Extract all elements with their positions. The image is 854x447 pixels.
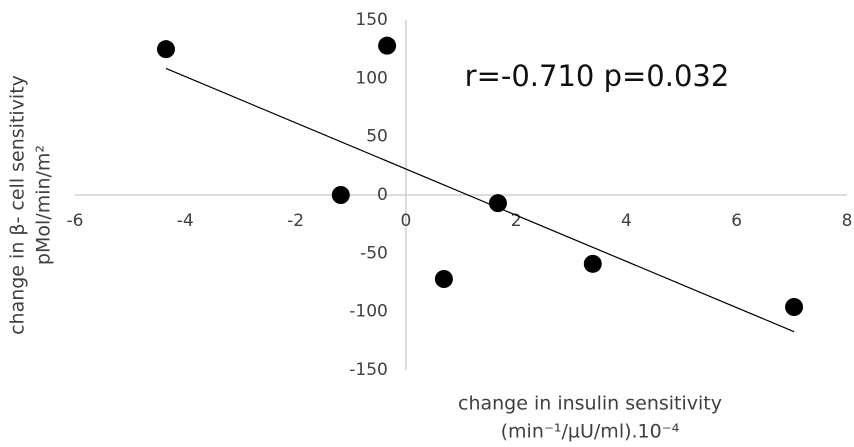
y-axis-label: change in β- cell sensitivity <box>7 75 29 335</box>
y-tick-label: 0 <box>377 185 388 205</box>
y-tick-label: 150 <box>355 10 387 30</box>
x-tick-label: 4 <box>621 211 632 231</box>
point <box>583 254 602 273</box>
y-axis-label: pMol/min/m² <box>33 145 55 265</box>
x-tick-label: 2 <box>511 211 522 231</box>
x-tick-label: 0 <box>400 211 411 231</box>
x-axis-label: (min⁻¹/µU/ml).10⁻⁴ <box>501 421 680 443</box>
y-tick-label: -150 <box>349 360 388 380</box>
point <box>331 186 350 204</box>
y-tick-label: -100 <box>349 302 388 322</box>
point <box>156 40 175 59</box>
annotation: r=-0.710 p=0.032 <box>465 59 730 93</box>
point <box>488 194 507 213</box>
x-tick-label: 6 <box>731 211 742 231</box>
x-tick-label: 8 <box>842 211 853 231</box>
point <box>434 270 453 288</box>
x-axis-label: change in insulin sensitivity <box>458 393 722 415</box>
point <box>785 298 804 316</box>
x-tick-label: -2 <box>287 211 304 231</box>
x-tick-label: -4 <box>177 211 194 231</box>
y-tick-label: 50 <box>366 127 388 147</box>
y-tick-label: 100 <box>355 68 387 88</box>
x-tick-label: -6 <box>67 211 84 231</box>
point <box>378 36 397 55</box>
y-tick-label: -50 <box>360 243 388 263</box>
trendline <box>165 67 795 333</box>
